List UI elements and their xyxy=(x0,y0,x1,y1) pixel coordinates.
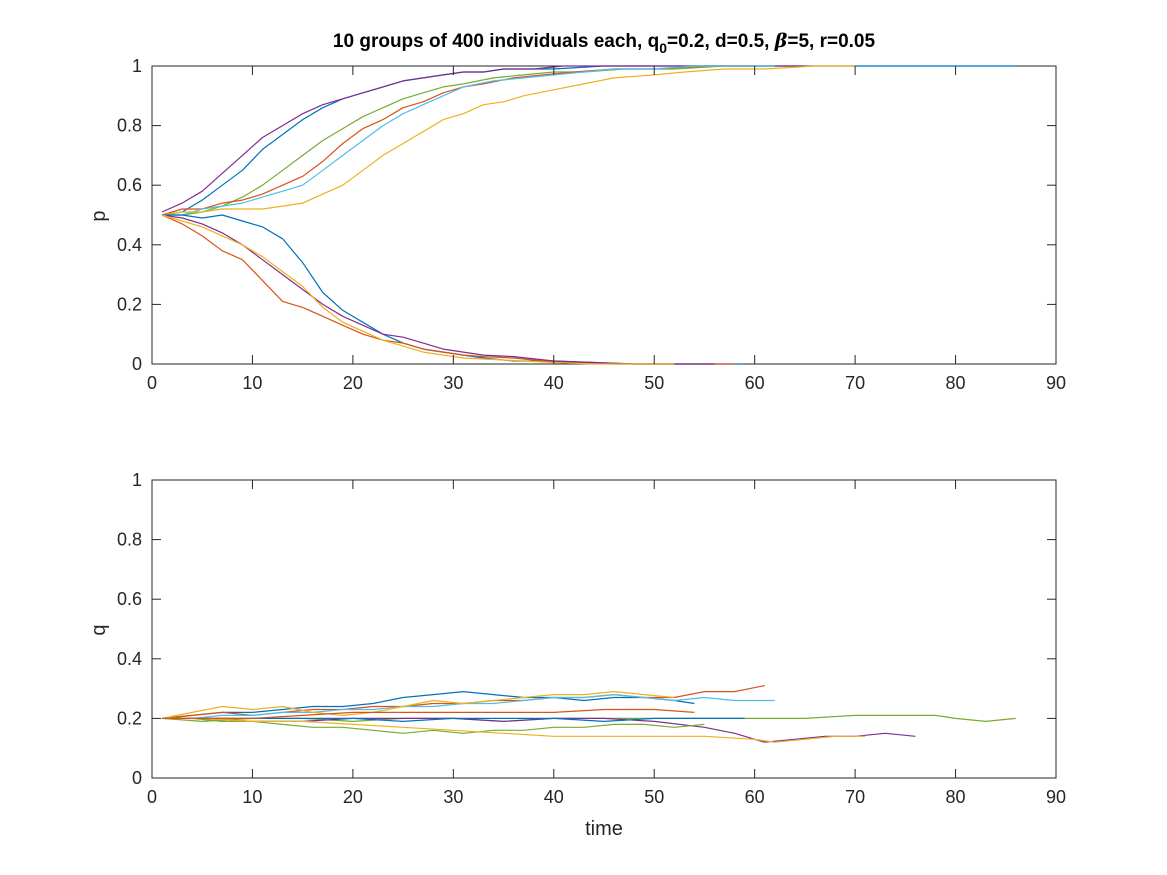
p-xtick-label-90: 90 xyxy=(1046,373,1066,393)
q-series-group xyxy=(161,685,1016,743)
p-series-line-6 xyxy=(161,65,856,216)
p-series-line-8 xyxy=(161,214,735,365)
q-ytick-label-4: 0.8 xyxy=(117,530,142,550)
q-xtick-label-80: 80 xyxy=(946,787,966,807)
q-xtick-label-0: 0 xyxy=(147,787,157,807)
q-axis-ylabel: q xyxy=(88,624,110,635)
q-ytick-label-5: 1 xyxy=(132,470,142,490)
q-series-line-10 xyxy=(162,708,695,720)
p-ytick-label-4: 0.8 xyxy=(117,116,142,136)
q-series-line-9 xyxy=(162,717,866,743)
p-ytick-label-5: 1 xyxy=(132,56,142,76)
q-series-line-4 xyxy=(161,690,675,719)
q-axes-frame xyxy=(151,479,1057,779)
p-series-line-2 xyxy=(161,65,805,213)
q-ytick-label-3: 0.6 xyxy=(117,589,142,609)
p-series-group xyxy=(161,65,1016,365)
q-axis-xlabel: time xyxy=(585,818,623,840)
q-xtick-label-10: 10 xyxy=(242,787,262,807)
p-ytick-label-2: 0.4 xyxy=(117,235,142,255)
q-xtick-label-50: 50 xyxy=(644,787,664,807)
q-xtick-label-40: 40 xyxy=(544,787,564,807)
chart-title-prefix: 10 groups of 400 individuals each, q xyxy=(333,31,659,52)
q-axes: 0 10 20 30 40 50 60 70 80 90 0 0.2 0.4 0.6 0.8 1 xyxy=(117,470,1066,807)
chart-title-suffix: =5, r=0.05 xyxy=(787,31,875,52)
p-xtick-label-70: 70 xyxy=(845,373,865,393)
p-xtick-label-40: 40 xyxy=(544,373,564,393)
p-ytick-label-1: 0.2 xyxy=(117,294,142,314)
p-xtick-label-30: 30 xyxy=(443,373,463,393)
p-xtick-label-20: 20 xyxy=(343,373,363,393)
p-series-line-9 xyxy=(161,214,715,365)
q-xtick-label-30: 30 xyxy=(443,787,463,807)
p-xtick-label-0: 0 xyxy=(147,373,157,393)
p-series-line-5 xyxy=(162,65,775,216)
chart-title: 10 groups of 400 individuals each, q0=0.… xyxy=(333,30,876,56)
p-axes-frame xyxy=(151,65,1057,365)
p-ytick-label-3: 0.6 xyxy=(117,175,142,195)
q-ytick-label-0: 0 xyxy=(132,768,142,788)
p-series-line-10 xyxy=(161,214,675,365)
q-xtick-label-90: 90 xyxy=(1046,787,1066,807)
p-xtick-label-50: 50 xyxy=(644,373,664,393)
p-xtick-label-10: 10 xyxy=(242,373,262,393)
q-ytick-label-2: 0.4 xyxy=(117,649,142,669)
chart-title-beta: β xyxy=(774,30,788,52)
p-xtick-label-80: 80 xyxy=(946,373,966,393)
p-series-line-4 xyxy=(161,65,755,216)
p-axis-ylabel: p xyxy=(88,210,110,221)
q-xtick-label-70: 70 xyxy=(845,787,865,807)
q-xtick-label-20: 20 xyxy=(343,787,363,807)
p-ytick-label-0: 0 xyxy=(132,354,142,374)
q-series-line-1 xyxy=(161,690,695,719)
p-axes: 0 10 20 30 40 50 60 70 80 90 0 0.2 0.4 0.6 0.8 1 xyxy=(117,56,1066,393)
chart-title-middle: =0.2, d=0.5, xyxy=(667,31,775,52)
p-xtick-label-60: 60 xyxy=(745,373,765,393)
chart-title-subscript: 0 xyxy=(659,40,667,56)
q-xtick-label-60: 60 xyxy=(745,787,765,807)
q-ytick-label-1: 0.2 xyxy=(117,708,142,728)
